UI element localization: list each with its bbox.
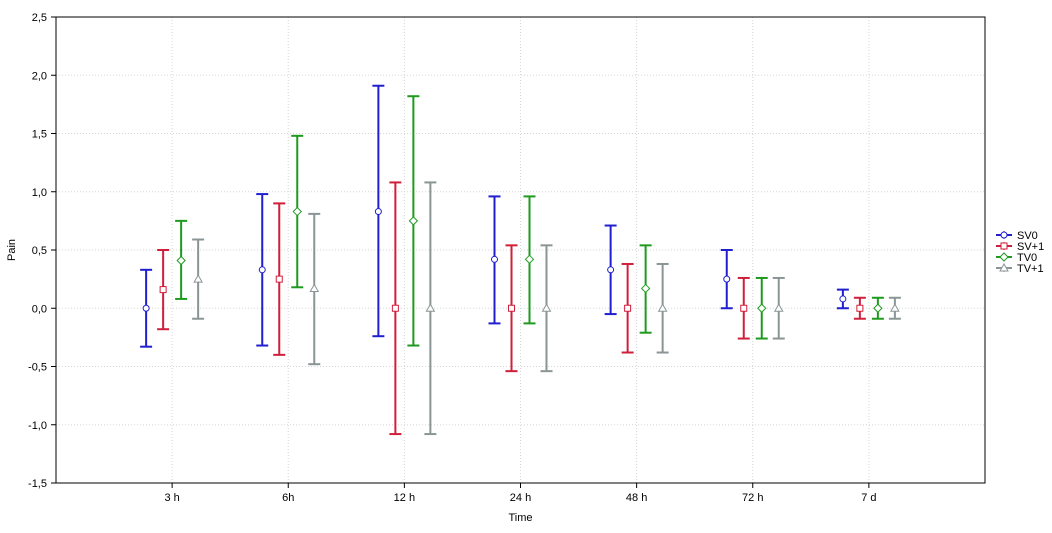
y-tick-label: -1,0 bbox=[28, 420, 47, 432]
square-marker bbox=[508, 304, 515, 312]
triangle-marker bbox=[309, 283, 320, 292]
circle-marker bbox=[1000, 231, 1008, 239]
legend-item: SV+1 bbox=[996, 241, 1044, 253]
legend-label: SV+1 bbox=[1017, 241, 1044, 253]
legend-item: TV+1 bbox=[996, 262, 1044, 275]
x-tick-label: 3 h bbox=[164, 492, 179, 504]
triangle-marker bbox=[890, 303, 900, 312]
square-marker bbox=[856, 304, 864, 312]
triangle-marker bbox=[999, 262, 1009, 272]
y-tick-label: 1,0 bbox=[32, 187, 47, 199]
gridlines bbox=[56, 16, 985, 484]
axes: -1,5 -1,0 -0,5 0,0 0,5 1,0 1,5 2,0 2,5 3 h 6h 12 h 2… bbox=[28, 12, 876, 504]
diamond-marker bbox=[408, 216, 419, 226]
circle-marker bbox=[723, 275, 731, 283]
x-tick-label: 7 d bbox=[861, 492, 876, 504]
diamond-marker bbox=[292, 206, 302, 217]
y-tick-label: -1,5 bbox=[28, 478, 47, 490]
y-tick-label: 2,0 bbox=[32, 70, 47, 82]
circle-marker bbox=[607, 266, 615, 274]
series-tv0 bbox=[175, 95, 884, 347]
y-tick-label: -0,5 bbox=[28, 362, 47, 374]
diamond-marker bbox=[873, 303, 883, 313]
legend-item: TV0 bbox=[996, 252, 1037, 264]
legend-item: SV0 bbox=[996, 230, 1038, 242]
circle-marker bbox=[491, 255, 498, 263]
diamond-marker bbox=[176, 255, 186, 266]
x-tick-label: 48 h bbox=[626, 492, 647, 504]
square-marker bbox=[1000, 242, 1008, 250]
x-tick-label: 12 h bbox=[394, 492, 415, 504]
diamond-marker bbox=[640, 283, 651, 294]
diamond-marker bbox=[524, 254, 535, 265]
circle-marker bbox=[839, 295, 847, 303]
square-marker bbox=[275, 275, 283, 283]
series-svplus1 bbox=[157, 181, 866, 436]
triangle-marker bbox=[541, 303, 552, 312]
series-tvplus1 bbox=[192, 181, 901, 436]
legend-label: SV0 bbox=[1017, 230, 1038, 242]
x-axis-title: Time bbox=[508, 512, 532, 524]
circle-marker bbox=[142, 304, 150, 312]
square-marker bbox=[740, 304, 748, 312]
y-tick-label: 1,5 bbox=[32, 129, 47, 141]
x-tick-label: 6h bbox=[282, 492, 294, 504]
triangle-marker bbox=[773, 303, 784, 312]
series-sv0 bbox=[140, 84, 849, 348]
circle-marker bbox=[258, 266, 266, 274]
triangle-marker bbox=[425, 303, 436, 312]
triangle-marker bbox=[657, 303, 668, 312]
legend-label: TV0 bbox=[1017, 252, 1037, 264]
diamond-marker bbox=[757, 303, 767, 313]
triangle-marker bbox=[193, 274, 203, 283]
square-marker bbox=[624, 304, 632, 312]
y-tick-label: 0,0 bbox=[32, 303, 47, 315]
square-marker bbox=[391, 304, 399, 312]
y-tick-label: 0,5 bbox=[32, 245, 47, 257]
y-tick-label: 2,5 bbox=[32, 12, 47, 24]
square-marker bbox=[159, 286, 167, 294]
series-group bbox=[140, 84, 901, 436]
legend-label: TV+1 bbox=[1017, 263, 1044, 275]
x-tick-label: 24 h bbox=[510, 492, 531, 504]
diamond-marker bbox=[999, 252, 1009, 262]
circle-marker bbox=[374, 208, 382, 216]
x-tick-label: 72 h bbox=[742, 492, 763, 504]
y-axis-title: Pain bbox=[6, 239, 18, 261]
